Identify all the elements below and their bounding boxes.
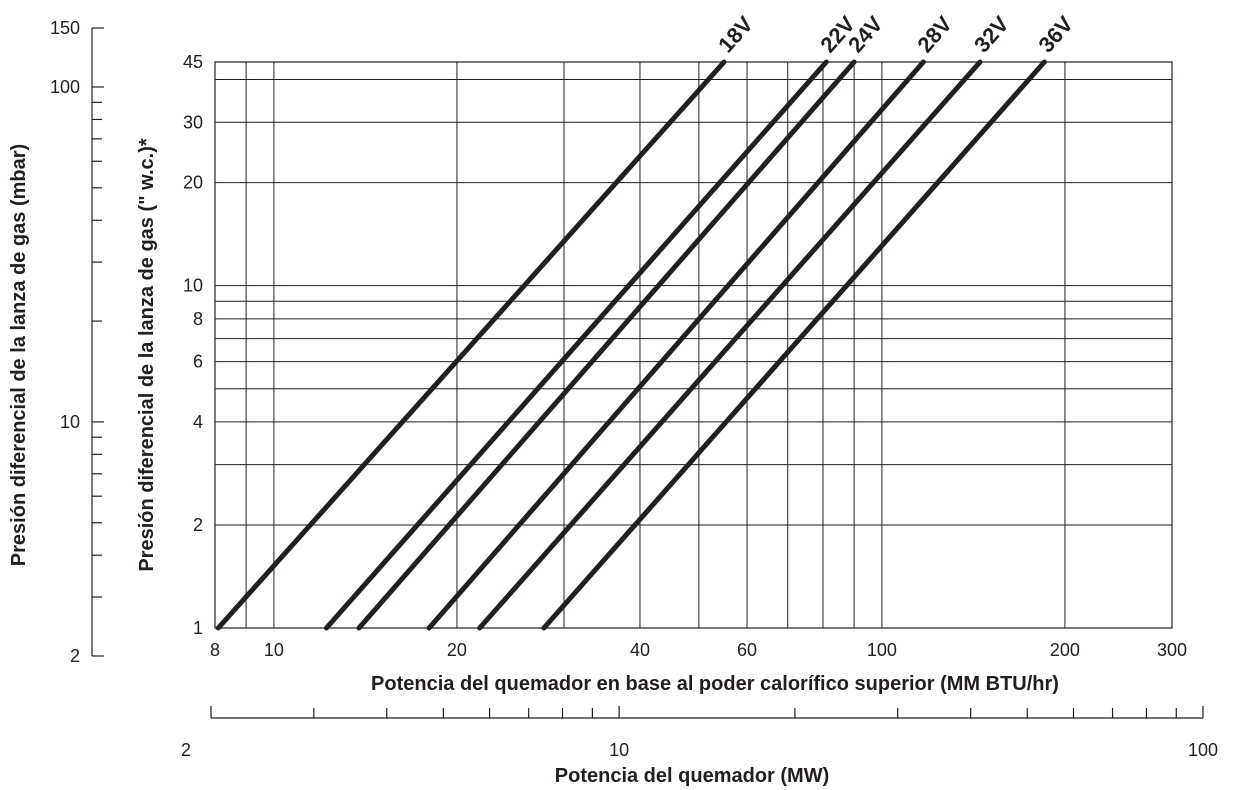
mbar-tick-label: 2 (70, 646, 80, 666)
y-tick-label: 30 (183, 112, 203, 132)
series-line-28v (426, 59, 926, 631)
x-tick-label: 20 (447, 640, 467, 660)
mbar-tick-label: 10 (60, 412, 80, 432)
series-label-18v: 18V (713, 11, 758, 57)
y-tick-label: 2 (193, 515, 203, 535)
series-line-36v (541, 59, 1047, 631)
x-tick-label: 40 (630, 640, 650, 660)
series-label-28v: 28V (912, 11, 957, 57)
y-tick-label: 45 (183, 52, 203, 72)
x-tick-label: 100 (867, 640, 897, 660)
y-tick-label: 8 (193, 309, 203, 329)
mbar-tick-label: 150 (50, 18, 80, 38)
mbar-tick-label: 100 (50, 77, 80, 97)
series-label-36v: 36V (1033, 11, 1078, 57)
mw-tick-label: 2 (181, 740, 191, 760)
mw-tick-label: 100 (1188, 740, 1218, 760)
plot-frame (214, 61, 1173, 629)
x-tick-label: 10 (264, 640, 284, 660)
x-tick-label: 300 (1157, 640, 1187, 660)
series-line-22v (323, 59, 829, 631)
y-axis-title: Presión diferencial de la lanza de gas (… (136, 138, 158, 572)
mw-axis-title: Potencia del quemador (MW) (555, 765, 829, 787)
mw-tick-label: 10 (609, 740, 629, 760)
series-label-24v: 24V (843, 11, 888, 57)
grid (214, 61, 1173, 629)
x-axis-title: Potencia del quemador en base al poder c… (371, 673, 1059, 695)
y-tick-label: 6 (193, 352, 203, 372)
series-label-32v: 32V (969, 11, 1014, 57)
y-tick-label: 1 (193, 618, 203, 638)
y-tick-label: 10 (183, 276, 203, 296)
series-line-18v (215, 59, 727, 631)
x-tick-label: 60 (737, 640, 757, 660)
y-tick-label: 20 (183, 173, 203, 193)
series-lines (215, 59, 1047, 631)
series-line-32v (477, 59, 983, 631)
x-tick-label: 200 (1050, 640, 1080, 660)
series-line-24v (356, 59, 857, 631)
x-tick-label: 8 (210, 640, 220, 660)
y-tick-label: 4 (193, 412, 203, 432)
secondary-axes: 2 10 100 150 2 10 100 (50, 18, 1218, 760)
mbar-axis-title: Presión diferencial de la lanza de gas (… (8, 144, 30, 566)
